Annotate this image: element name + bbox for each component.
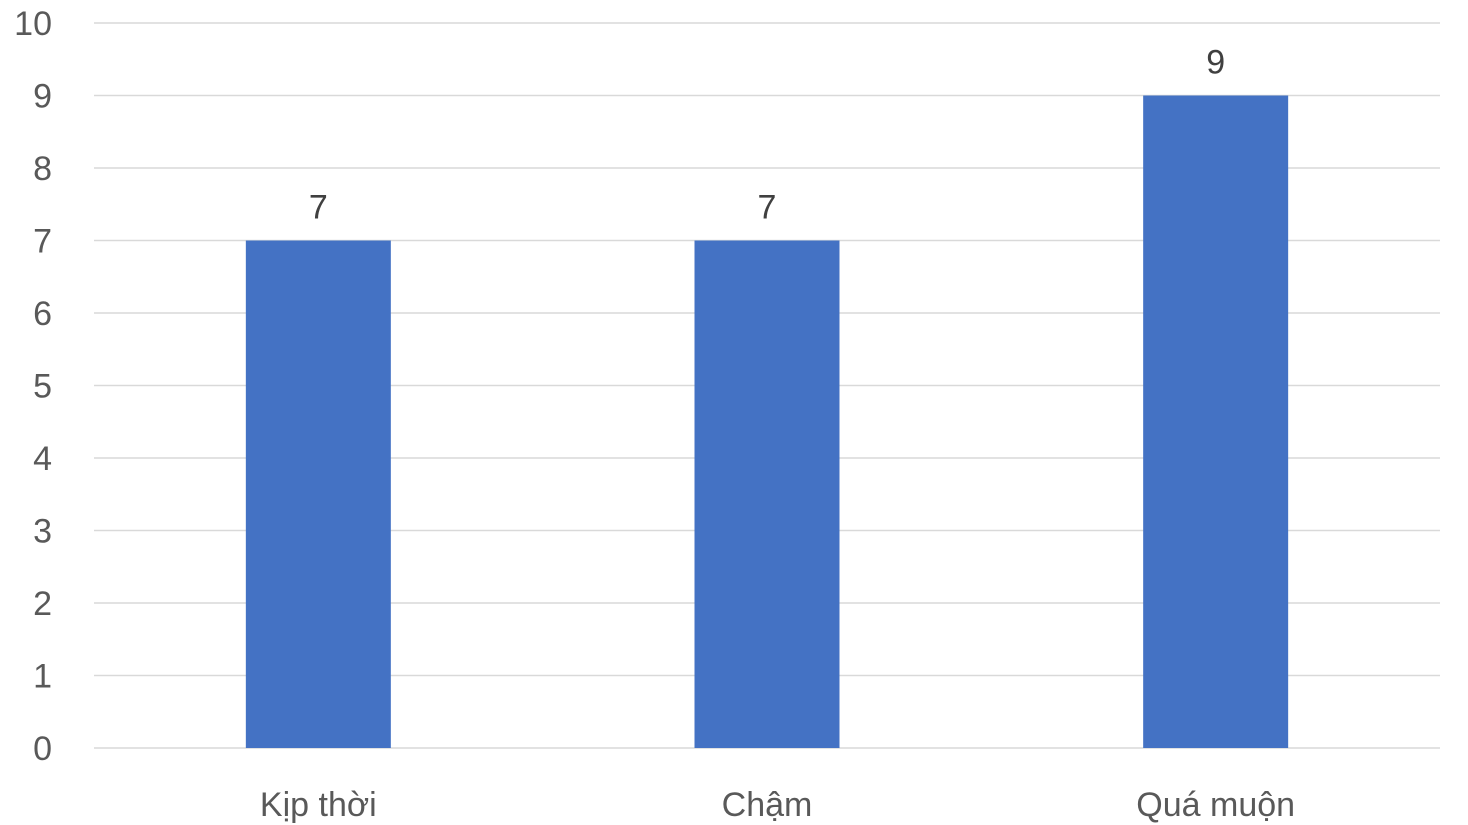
y-tick-label: 4 (33, 440, 52, 478)
bar-value-label: 7 (758, 189, 777, 227)
y-tick-label: 9 (33, 78, 52, 116)
y-tick-label: 7 (33, 223, 52, 261)
y-axis-ticks: 0 1 2 3 4 5 6 7 8 9 10 (14, 5, 52, 768)
x-category-label: Quá muộn (1136, 786, 1295, 824)
x-category-label: Kịp thời (260, 786, 377, 824)
y-tick-label: 10 (14, 5, 52, 43)
x-axis-categories: Kịp thời Chậm Quá muộn (260, 786, 1295, 824)
data-labels: 7 7 9 (309, 44, 1225, 227)
y-tick-label: 0 (33, 730, 52, 768)
x-category-label: Chậm (722, 786, 813, 824)
y-tick-label: 1 (33, 658, 52, 696)
bar (694, 240, 840, 748)
y-tick-label: 6 (33, 295, 52, 333)
y-tick-label: 8 (33, 150, 52, 188)
bar (1143, 95, 1289, 748)
bar (245, 240, 391, 748)
y-tick-label: 3 (33, 513, 52, 551)
y-tick-label: 2 (33, 585, 52, 623)
bar-value-label: 7 (309, 189, 328, 227)
bar-value-label: 9 (1206, 44, 1225, 82)
y-tick-label: 5 (33, 368, 52, 406)
bars (245, 95, 1289, 748)
